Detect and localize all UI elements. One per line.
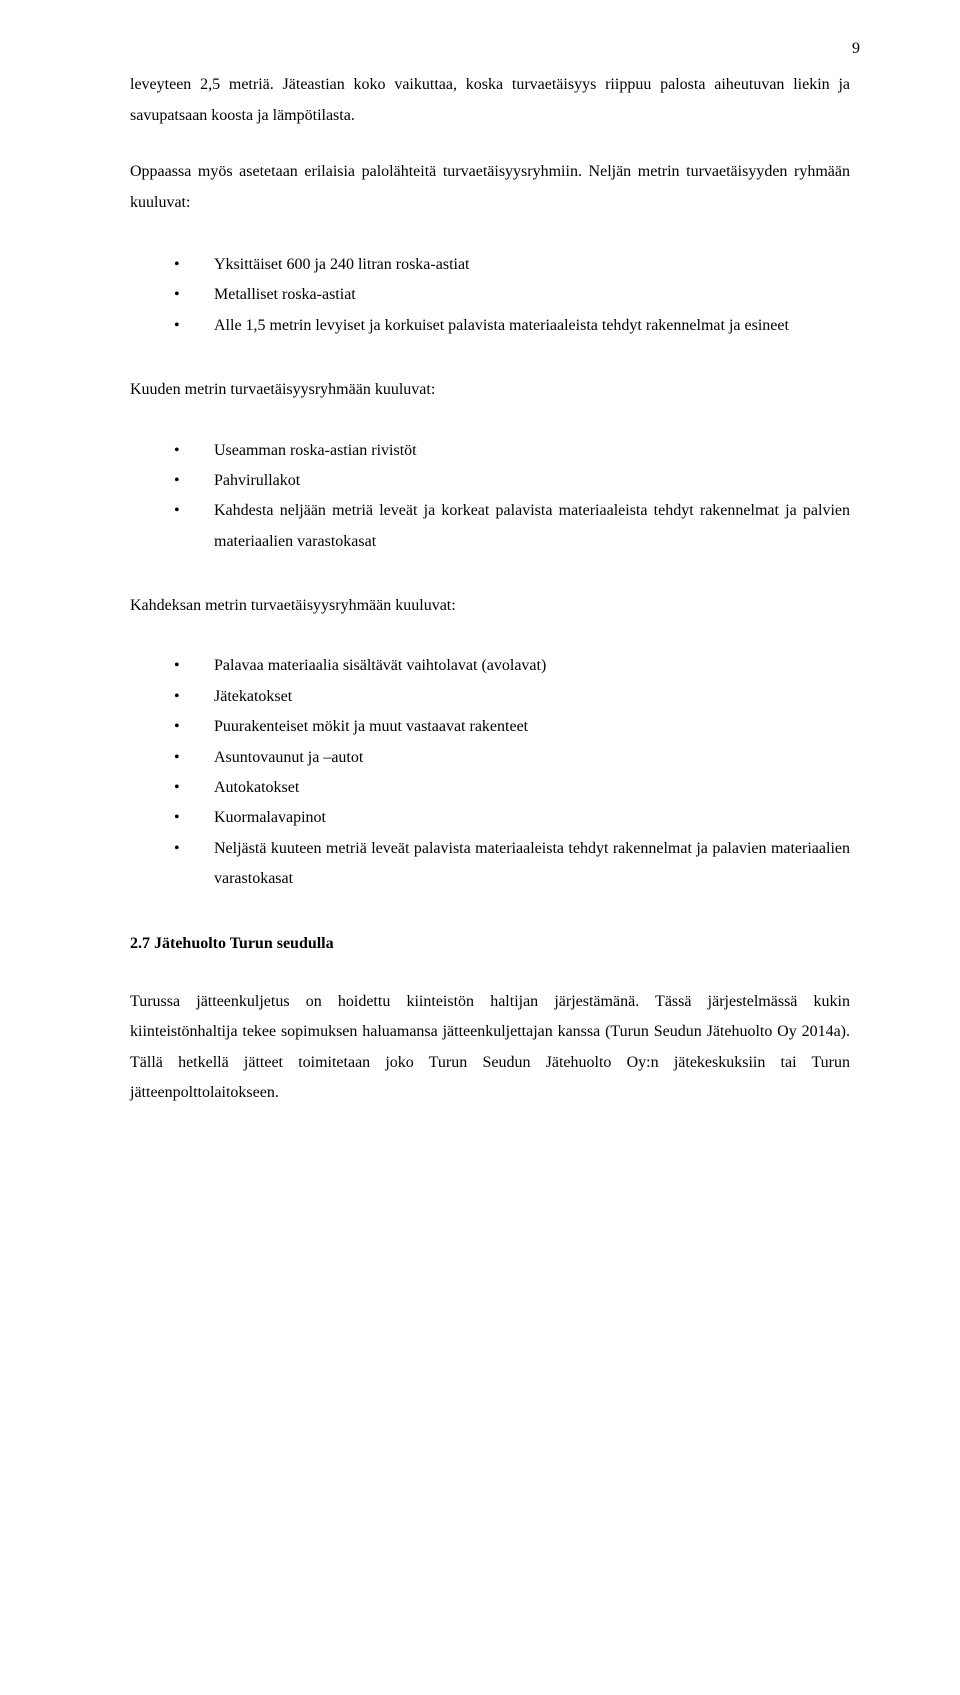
page-number: 9: [130, 34, 860, 64]
list-item: Yksittäiset 600 ja 240 litran roska-asti…: [130, 250, 850, 280]
list-item: Useamman roska-astian rivistöt: [130, 436, 850, 466]
body-paragraph: Turussa jätteenkuljetus on hoidettu kiin…: [130, 987, 850, 1109]
list-item-text: Palavaa materiaalia sisältävät vaihtolav…: [214, 657, 546, 674]
list-item: Neljästä kuuteen metriä leveät palavista…: [130, 834, 850, 895]
list-item: Puurakenteiset mökit ja muut vastaavat r…: [130, 712, 850, 742]
list-item-text: Yksittäiset 600 ja 240 litran roska-asti…: [214, 256, 470, 273]
bullet-list-8m: Palavaa materiaalia sisältävät vaihtolav…: [130, 651, 850, 894]
list-item: Autokatokset: [130, 773, 850, 803]
list-item: Asuntovaunut ja –autot: [130, 743, 850, 773]
list-item-text: Pahvirullakot: [214, 472, 300, 489]
body-paragraph: leveyteen 2,5 metriä. Jäteastian koko va…: [130, 70, 850, 131]
list-item-text: Neljästä kuuteen metriä leveät palavista…: [214, 840, 850, 887]
list-item: Jätekatokset: [130, 682, 850, 712]
list-item: Alle 1,5 metrin levyiset ja korkuiset pa…: [130, 311, 850, 341]
list-item: Pahvirullakot: [130, 466, 850, 496]
body-paragraph: Oppaassa myös asetetaan erilaisia palolä…: [130, 157, 850, 218]
bullet-list-4m: Yksittäiset 600 ja 240 litran roska-asti…: [130, 250, 850, 341]
list-item-text: Puurakenteiset mökit ja muut vastaavat r…: [214, 718, 528, 735]
section-heading: 2.7 Jätehuolto Turun seudulla: [130, 929, 850, 959]
list-item: Metalliset roska-astiat: [130, 280, 850, 310]
section-lead-8m: Kahdeksan metrin turvaetäisyysryhmään ku…: [130, 591, 850, 621]
list-item-text: Metalliset roska-astiat: [214, 286, 356, 303]
bullet-list-6m: Useamman roska-astian rivistöt Pahvirull…: [130, 436, 850, 558]
list-item: Palavaa materiaalia sisältävät vaihtolav…: [130, 651, 850, 681]
list-item-text: Kuormalavapinot: [214, 809, 326, 826]
list-item: Kahdesta neljään metriä leveät ja korkea…: [130, 496, 850, 557]
list-item-text: Autokatokset: [214, 779, 299, 796]
section-lead-6m: Kuuden metrin turvaetäisyysryhmään kuulu…: [130, 375, 850, 405]
list-item-text: Jätekatokset: [214, 688, 292, 705]
list-item: Kuormalavapinot: [130, 803, 850, 833]
list-item-text: Alle 1,5 metrin levyiset ja korkuiset pa…: [214, 317, 789, 334]
list-item-text: Useamman roska-astian rivistöt: [214, 442, 417, 459]
list-item-text: Kahdesta neljään metriä leveät ja korkea…: [214, 502, 850, 549]
list-item-text: Asuntovaunut ja –autot: [214, 749, 363, 766]
